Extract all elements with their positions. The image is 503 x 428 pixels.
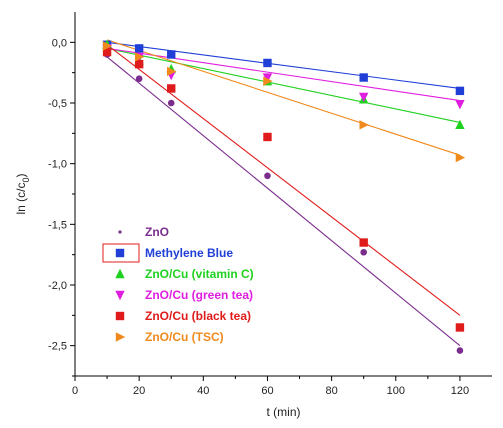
- point-zno-cu-tsc: [263, 76, 273, 86]
- x-tick-label: 60: [261, 385, 273, 397]
- point-zno-cu-black-tea: [102, 47, 112, 57]
- legend-label: ZnO/Cu (vitamin C): [145, 267, 254, 281]
- fit-line-methylene-blue: [107, 41, 460, 89]
- point-zno-cu-tsc: [455, 152, 466, 163]
- legend-label: ZnO/Cu (black tea): [145, 309, 251, 323]
- fit-line-zno-cu-black-tea: [106, 44, 461, 316]
- legend-marker: [115, 311, 125, 321]
- x-tick-label: 0: [72, 385, 78, 397]
- point-methylene-blue: [455, 86, 465, 96]
- fit-line-zno-cu-vitamin-c: [106, 47, 461, 123]
- legend-highlight-box: [102, 243, 140, 263]
- legend-marker: [115, 268, 125, 279]
- x-tick-label: 120: [451, 385, 469, 397]
- point-methylene-blue: [263, 58, 272, 68]
- point-zno-cu-green-tea: [358, 92, 369, 103]
- point-zno-cu-green-tea: [262, 73, 273, 83]
- point-methylene-blue: [167, 50, 176, 59]
- y-tick-label: -1,5: [48, 219, 67, 231]
- x-tick-label: 80: [325, 385, 337, 397]
- point-zno-cu-tsc: [167, 66, 177, 77]
- y-ticks: 0,0 -0,5 -1,0 -1,5 -2,0 -2,5: [48, 37, 75, 377]
- point-zno-cu-tsc: [102, 41, 113, 51]
- y-tick-label: -0,5: [48, 98, 67, 110]
- fit-line-zno-cu-tsc: [106, 39, 461, 156]
- point-zno: [167, 99, 175, 107]
- y-axis-title-main: ln (c/c: [14, 183, 28, 215]
- point-zno-cu-vitamin-c: [455, 119, 465, 130]
- point-zno-cu-black-tea: [134, 59, 144, 69]
- data-points: [102, 39, 466, 354]
- fit-line-zno-cu-green-tea: [106, 47, 461, 102]
- point-zno-cu-black-tea: [167, 84, 176, 93]
- y-tick-label: 0,0: [52, 37, 67, 49]
- y-tick-label: -2,0: [48, 280, 67, 292]
- point-zno-cu-tsc: [359, 120, 369, 130]
- y-tick-label: -2,5: [48, 341, 67, 353]
- point-zno-cu-black-tea: [455, 323, 465, 332]
- legend-label: ZnO/Cu (green tea): [145, 288, 253, 302]
- point-zno-cu-black-tea: [359, 238, 368, 247]
- point-zno: [360, 248, 367, 256]
- x-tick-label: 20: [133, 385, 145, 397]
- point-zno: [264, 172, 271, 180]
- point-methylene-blue: [359, 73, 368, 82]
- legend-label: Methylene Blue: [145, 246, 233, 260]
- fit-lines: [106, 39, 461, 347]
- x-tick-label: 40: [197, 385, 209, 397]
- legend-marker: [115, 248, 125, 258]
- y-axis-title: ln (c/c0): [14, 173, 31, 214]
- fit-line-zno: [106, 56, 461, 347]
- legend-label: ZnO/Cu (TSC): [145, 330, 224, 344]
- y-tick-label: -1,0: [48, 159, 67, 171]
- x-tick-label: 100: [387, 385, 405, 397]
- point-zno-cu-green-tea: [455, 100, 465, 110]
- legend: ZnO Methylene Blue ZnO/Cu (vitamin C) ZnO/C…: [102, 225, 254, 344]
- legend-marker: [115, 290, 125, 301]
- legend-marker: [118, 230, 122, 234]
- y-axis-title-subscript: 0: [21, 177, 31, 182]
- point-zno-cu-tsc: [134, 52, 145, 62]
- point-zno-cu-black-tea: [263, 132, 272, 142]
- point-zno: [456, 347, 464, 354]
- x-ticks: 0 20 40 60 80 100 120: [72, 376, 469, 397]
- legend-marker: [115, 332, 126, 342]
- point-methylene-blue: [134, 44, 144, 53]
- y-axis-title-end: ): [14, 173, 28, 177]
- x-axis-title: t (min): [267, 405, 301, 419]
- legend-label: ZnO: [145, 225, 169, 239]
- point-zno: [135, 75, 143, 83]
